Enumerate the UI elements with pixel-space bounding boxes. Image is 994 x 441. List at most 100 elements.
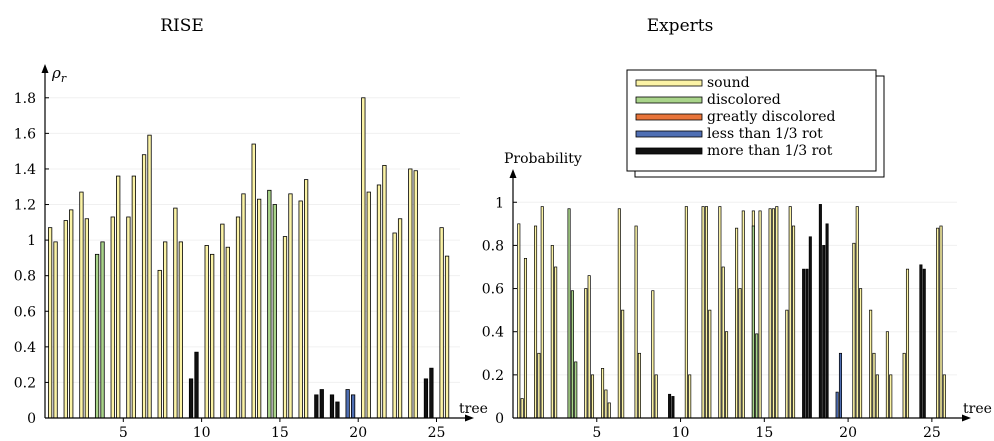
experts-bar <box>587 275 591 419</box>
experts-bar <box>637 352 641 419</box>
rise-bar <box>178 241 183 419</box>
experts-y-axis-label: Probability <box>504 151 582 167</box>
experts-bar <box>922 268 926 419</box>
experts-bar <box>905 268 910 419</box>
rise-bar <box>397 218 403 419</box>
experts-bar <box>785 309 789 419</box>
rise-bar <box>163 241 168 419</box>
rise-bar <box>194 351 199 419</box>
experts-gridlines <box>513 201 957 376</box>
rise-bar <box>345 389 350 419</box>
rise-bar <box>267 189 272 419</box>
experts-bar <box>741 210 745 419</box>
experts-bar <box>872 352 876 419</box>
experts-bar <box>725 331 729 419</box>
experts-bar <box>875 374 879 419</box>
rise-bar <box>298 200 303 419</box>
experts-bar <box>751 225 755 419</box>
rise-bar <box>131 175 136 419</box>
experts-bar <box>758 210 762 419</box>
experts-bar <box>885 331 889 419</box>
legend-label-greatly_discolored: greatly discolored <box>707 109 836 125</box>
rise-x-tick-label: 25 <box>428 425 446 441</box>
experts-bar <box>567 208 571 419</box>
experts-bar <box>584 288 588 419</box>
rise-bar <box>288 193 293 419</box>
rise-bar <box>361 97 366 419</box>
experts-bar <box>825 223 829 419</box>
experts-bar <box>939 225 943 419</box>
rise-bar <box>366 191 371 419</box>
experts-bar <box>902 352 906 419</box>
rise-bar <box>100 241 105 419</box>
rise-bar <box>94 253 100 419</box>
experts-bar <box>718 206 722 419</box>
experts-bar <box>617 208 621 419</box>
experts-bar <box>735 227 739 419</box>
experts-bar <box>792 225 796 419</box>
experts-x-tick-label: 25 <box>923 425 941 441</box>
experts-bar <box>802 268 806 419</box>
rise-bar <box>220 223 225 419</box>
rise-y-axis-label-main: ρ <box>51 64 61 82</box>
rise-y-tick-label: 1.6 <box>14 126 36 142</box>
rise-bar <box>110 216 115 419</box>
rise-bar <box>69 209 74 419</box>
experts-axes <box>509 169 971 422</box>
rise-bar <box>282 236 288 419</box>
rise-y-tick-label: 1.4 <box>14 162 36 178</box>
rise-bars <box>47 97 450 419</box>
experts-bar <box>550 245 554 419</box>
legend-label-more_third_rot: more than 1/3 rot <box>707 143 833 159</box>
rise-x-tick-label: 20 <box>349 425 367 441</box>
experts-bar <box>570 290 574 419</box>
experts-bar <box>936 227 940 419</box>
experts-bar <box>607 402 611 419</box>
rise-bar <box>126 216 131 419</box>
experts-bar <box>835 391 839 419</box>
rise-bar <box>413 170 418 419</box>
experts-bar <box>869 309 873 419</box>
rise-bar <box>53 241 58 419</box>
rise-bar <box>63 220 68 419</box>
rise-title: RISE <box>160 16 204 36</box>
rise-bar <box>439 227 444 419</box>
rise-bar <box>47 227 53 419</box>
experts-bar <box>942 374 946 419</box>
rise-bar <box>84 218 89 419</box>
rise-bar <box>79 191 84 419</box>
rise-axes <box>41 64 474 422</box>
experts-bar <box>919 264 923 419</box>
experts-bar <box>755 333 759 419</box>
rise-bar <box>141 154 147 419</box>
experts-tick-labels: 00.20.40.60.815 10 15 20 25 <box>482 195 941 441</box>
rise-bar <box>392 232 397 419</box>
rise-y-tick-label: 0.2 <box>14 375 36 391</box>
rise-y-axis-label-sub: r <box>61 72 67 85</box>
rise-bar <box>444 255 450 419</box>
experts-x-tick-label: 10 <box>672 425 690 441</box>
experts-title: Experts <box>647 16 714 36</box>
experts-bar <box>701 206 705 419</box>
rise-y-tick-label: 1 <box>27 233 36 249</box>
experts-y-tick-label: 0.6 <box>482 282 504 298</box>
experts-bar <box>805 268 809 419</box>
experts-bar <box>855 206 859 419</box>
experts-panel: Experts Probability tree 00.20.40.60.815… <box>482 16 992 441</box>
experts-bar <box>852 242 856 419</box>
rise-y-tick-label: 0 <box>27 411 36 427</box>
rise-y-axis-label: ρr <box>51 64 67 85</box>
experts-bar <box>534 225 538 419</box>
legend-label-sound: sound <box>707 75 750 91</box>
experts-bar <box>523 258 528 419</box>
experts-bar <box>708 309 712 419</box>
experts-bar <box>601 368 605 419</box>
rise-bar <box>257 198 262 419</box>
experts-y-tick-label: 0.4 <box>482 325 504 341</box>
rise-bar <box>423 378 429 419</box>
experts-x-axis-arrow <box>962 414 971 422</box>
experts-y-axis-arrow <box>509 169 517 178</box>
legend-label-less_third_rot: less than 1/3 rot <box>707 126 823 142</box>
experts-bar <box>788 206 792 419</box>
